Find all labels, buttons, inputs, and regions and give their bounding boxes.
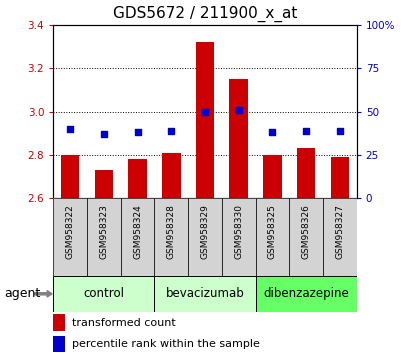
Point xyxy=(268,130,275,135)
Point xyxy=(100,131,107,137)
Text: GSM958327: GSM958327 xyxy=(335,205,344,259)
Text: percentile rank within the sample: percentile rank within the sample xyxy=(71,339,259,349)
Bar xyxy=(322,198,356,276)
Point xyxy=(201,109,208,114)
Text: GSM958328: GSM958328 xyxy=(166,205,175,259)
Bar xyxy=(255,276,356,312)
Text: transformed count: transformed count xyxy=(71,318,175,327)
Bar xyxy=(221,198,255,276)
Text: control: control xyxy=(83,287,124,300)
Point xyxy=(336,128,342,133)
Text: GSM958324: GSM958324 xyxy=(133,205,142,259)
Bar xyxy=(154,198,188,276)
Text: dibenzazepine: dibenzazepine xyxy=(263,287,348,300)
Text: GSM958323: GSM958323 xyxy=(99,205,108,259)
Text: bevacizumab: bevacizumab xyxy=(165,287,244,300)
Bar xyxy=(296,148,315,198)
Point xyxy=(134,130,141,135)
Point xyxy=(302,128,309,133)
Bar xyxy=(53,314,65,331)
Title: GDS5672 / 211900_x_at: GDS5672 / 211900_x_at xyxy=(112,6,297,22)
Bar xyxy=(255,198,289,276)
Bar xyxy=(188,198,221,276)
Bar xyxy=(87,198,120,276)
Text: agent: agent xyxy=(4,287,40,300)
Bar xyxy=(154,276,255,312)
Text: GSM958325: GSM958325 xyxy=(267,205,276,259)
Bar xyxy=(289,198,322,276)
Text: GSM958329: GSM958329 xyxy=(200,205,209,259)
Text: GSM958330: GSM958330 xyxy=(234,205,243,259)
Bar xyxy=(53,276,154,312)
Bar xyxy=(128,159,146,198)
Bar xyxy=(120,198,154,276)
Point xyxy=(67,126,73,132)
Bar xyxy=(195,42,214,198)
Bar xyxy=(94,170,113,198)
Bar xyxy=(53,336,65,352)
Point xyxy=(168,128,174,133)
Bar xyxy=(263,155,281,198)
Bar xyxy=(330,157,348,198)
Text: GSM958322: GSM958322 xyxy=(65,205,74,259)
Point xyxy=(235,107,241,113)
Bar xyxy=(53,198,87,276)
Bar xyxy=(162,153,180,198)
Bar xyxy=(61,155,79,198)
Text: GSM958326: GSM958326 xyxy=(301,205,310,259)
Bar xyxy=(229,79,247,198)
